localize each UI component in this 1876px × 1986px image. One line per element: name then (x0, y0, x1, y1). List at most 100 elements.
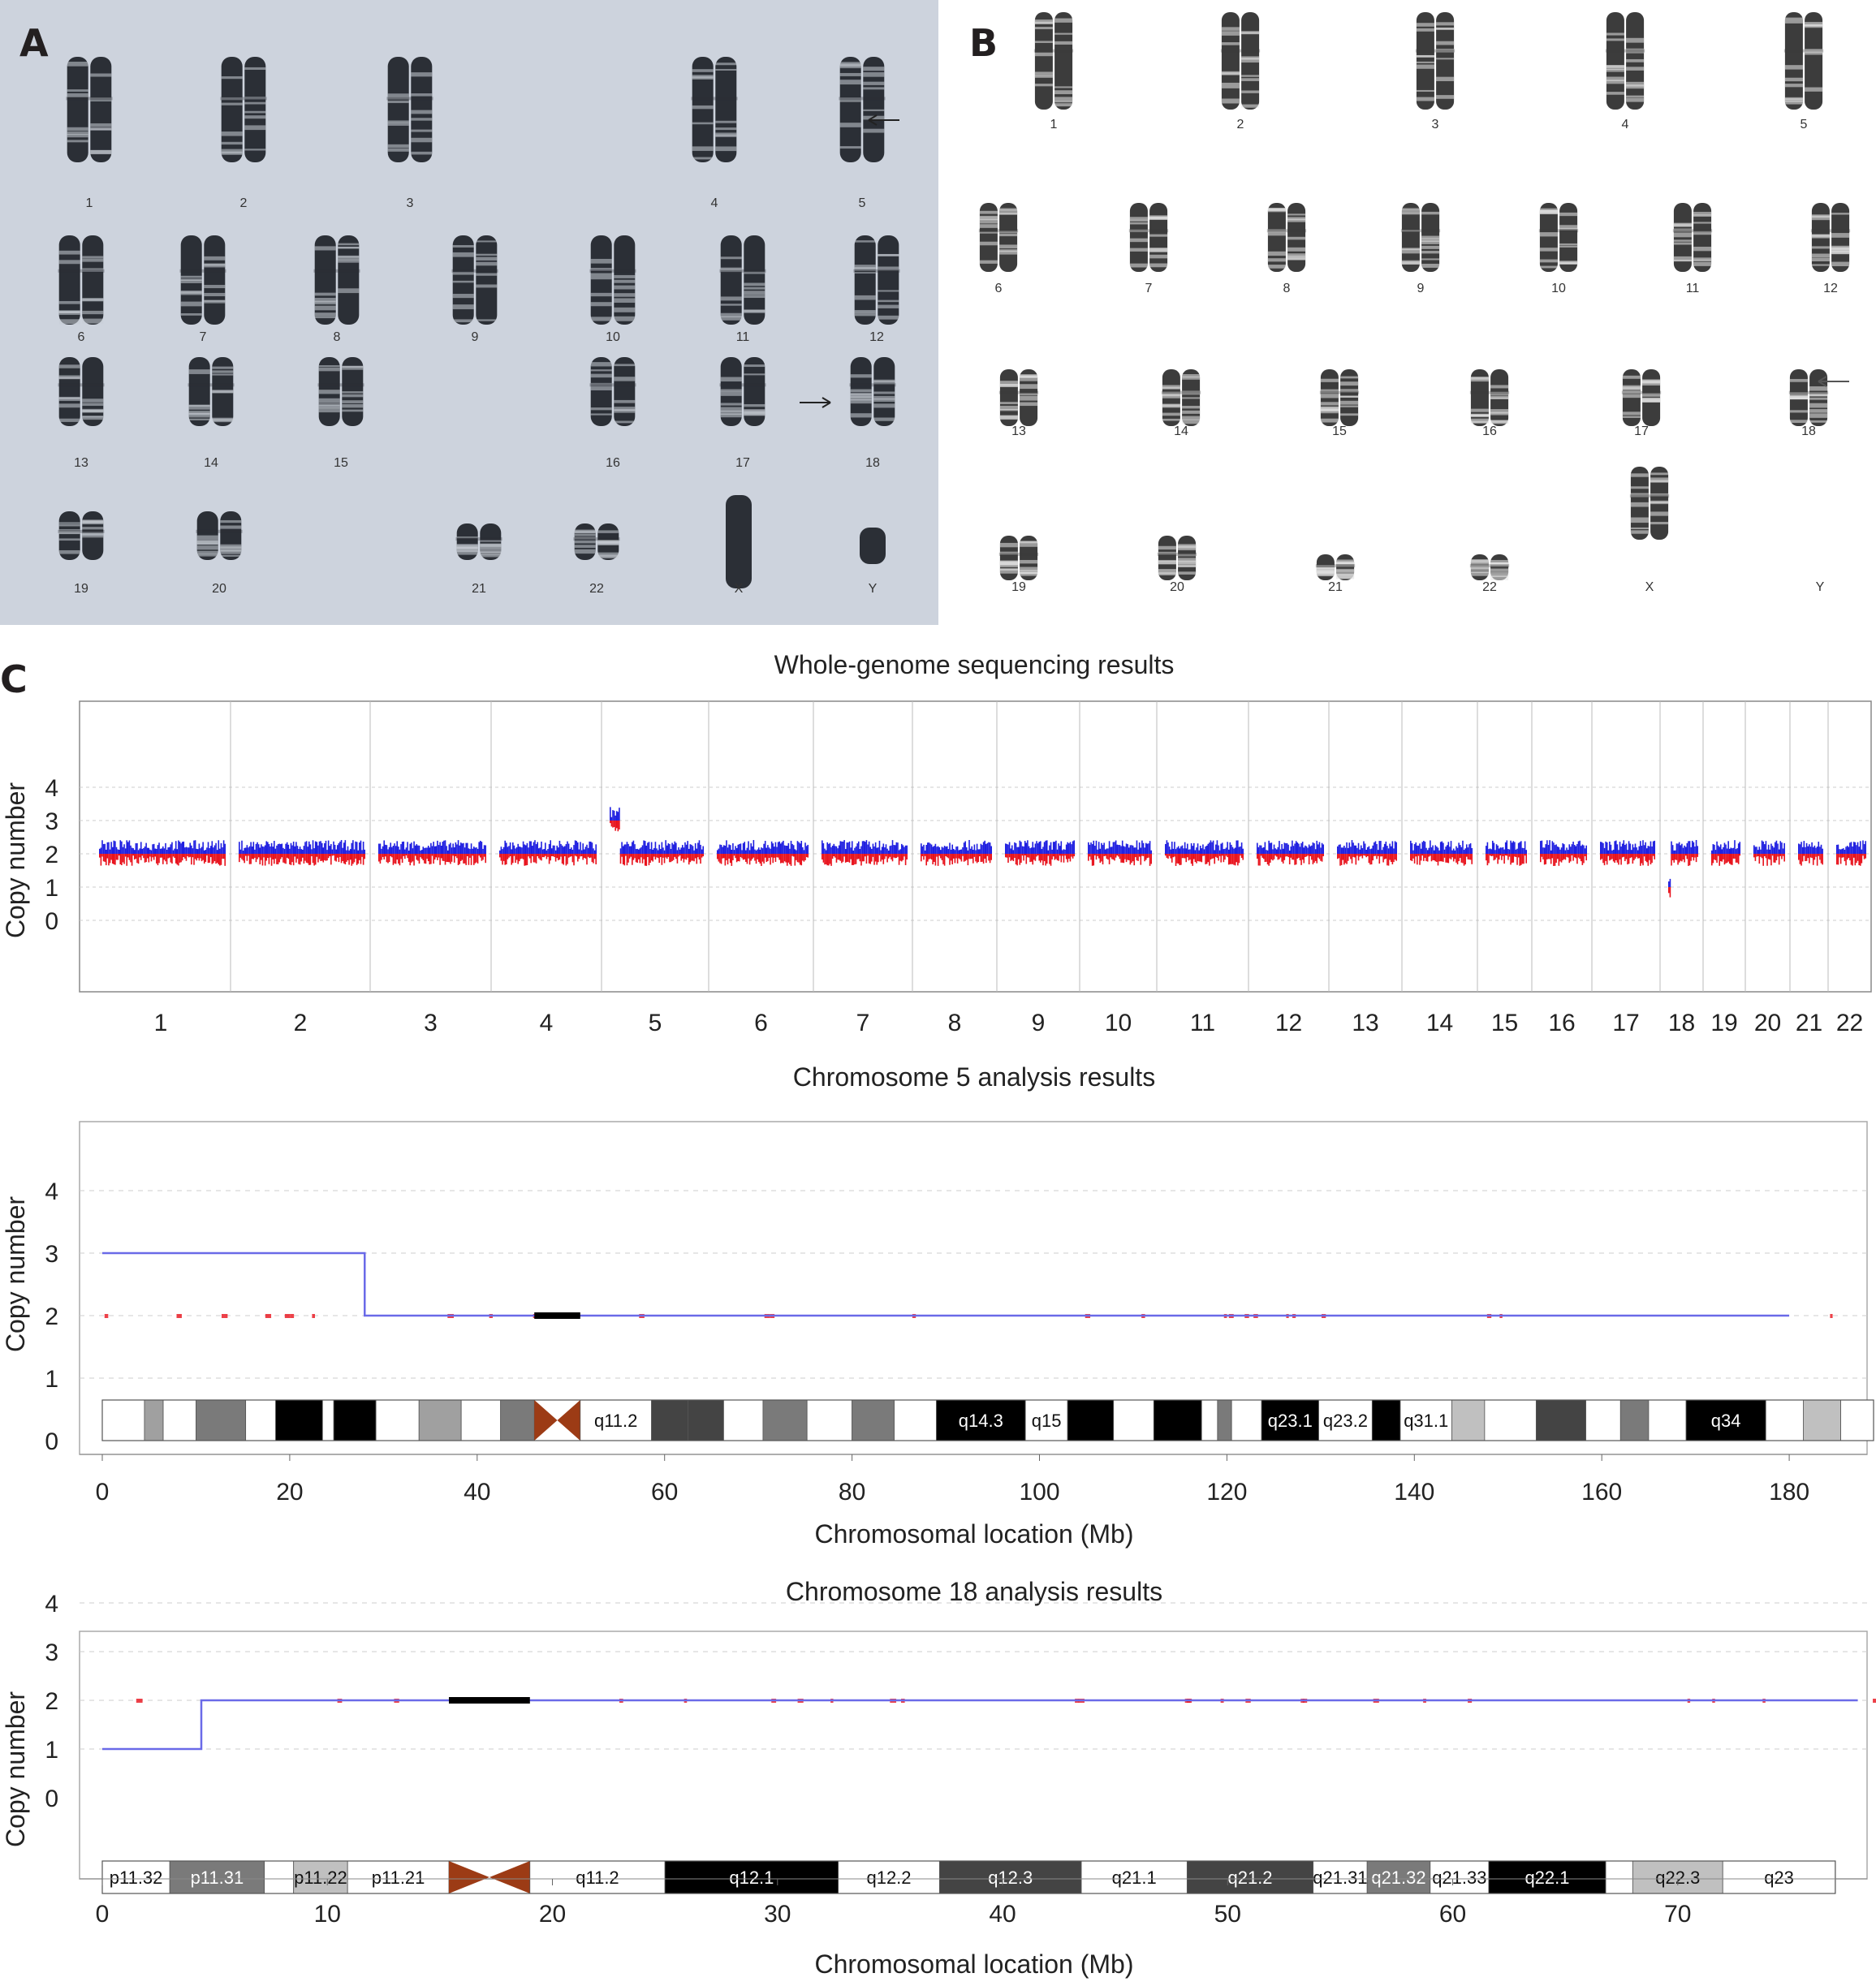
chromosome-band (1470, 571, 1489, 574)
chromatid (1034, 12, 1053, 110)
coverage-point-below (528, 854, 529, 857)
coverage-point-below (1355, 854, 1357, 865)
chromosome-band (82, 416, 104, 420)
coverage-point-above (1264, 842, 1266, 854)
chromosome-band (411, 129, 433, 132)
coverage-point-below (110, 854, 112, 860)
coverage-point-above (1417, 845, 1418, 854)
coverage-point-below (846, 854, 848, 862)
chromosome-band (67, 140, 88, 143)
coverage-point-above (1387, 846, 1388, 854)
coverage-point-above (882, 843, 885, 854)
coverage-point-below (1174, 854, 1175, 857)
coverage-point-above (158, 842, 160, 854)
coverage-point-below (904, 854, 907, 865)
coverage-point-above (902, 845, 904, 854)
chromosome-band (1693, 214, 1712, 218)
coverage-point-above (878, 847, 879, 854)
chromatid (476, 235, 498, 325)
coverage-point-above (934, 846, 935, 854)
coverage-point-above (322, 847, 325, 854)
coverage-point-below (1024, 854, 1026, 856)
coverage-point-below (263, 854, 265, 858)
coverage-point-above (194, 840, 196, 854)
ideogram-band-label: p11.32 (110, 1868, 163, 1888)
ideogram-band (1113, 1399, 1154, 1441)
chromosome-band (614, 407, 636, 411)
chromosome-band (1630, 519, 1649, 523)
chromosome-band (614, 285, 636, 290)
chromosome-band (839, 97, 861, 102)
coverage-point-above (767, 845, 769, 854)
coverage-point-above (205, 850, 207, 854)
coverage-point-below (1273, 854, 1275, 859)
coverage-point-below (791, 854, 793, 856)
coverage-point-above (763, 843, 765, 854)
chromosome-band (1401, 212, 1420, 215)
coverage-point-above (1777, 843, 1779, 854)
coverage-point-below (1294, 854, 1296, 865)
coverage-point-above (1093, 840, 1095, 854)
coverage-point-below (524, 854, 525, 866)
coverage-point-below (396, 854, 399, 860)
coverage-point-above (692, 846, 694, 854)
coverage-point-above (1145, 842, 1147, 854)
chromosome-band (82, 534, 104, 538)
coverage-point-below (1237, 854, 1239, 866)
coverage-point-above (577, 842, 579, 854)
coverage-point-below (1469, 854, 1472, 860)
coverage-point-above (622, 846, 624, 854)
coverage-point-above (1456, 847, 1459, 854)
coverage-point-above (1312, 842, 1314, 854)
chromosome-band (1416, 23, 1434, 27)
coverage-point-above (641, 845, 644, 854)
coverage-point-above (426, 847, 428, 854)
ideogram-band-label: q31.1 (1404, 1411, 1448, 1431)
coverage-point-below (405, 854, 408, 856)
chromosome-band (1267, 208, 1286, 212)
centromere (1538, 229, 1579, 233)
chromosome-band (720, 391, 742, 396)
coverage-point-below (1227, 854, 1228, 858)
coverage-point-below (1279, 854, 1280, 859)
coverage-point-below (339, 854, 341, 857)
coverage-point-below (362, 854, 364, 865)
coverage-point-below (942, 854, 944, 864)
karyotype-banded-panel: 1 2 3 4 5 6 7 8 9 10 11 12 13 14 15 16 17 18 19 20 21 22 X Y B (950, 0, 1876, 625)
coverage-point-above (1767, 844, 1770, 854)
coverage-point-above (1101, 842, 1102, 854)
coverage-point-below (1490, 854, 1492, 856)
coverage-point-above (567, 843, 570, 854)
coverage-point-above (971, 846, 973, 854)
coverage-point-below (830, 854, 832, 866)
x-tick-label: 16 (1548, 1010, 1575, 1036)
coverage-point-below (209, 854, 210, 863)
coverage-point-above (1515, 849, 1517, 854)
y-tick-label: 0 (45, 908, 58, 935)
coverage-point-below (1723, 854, 1726, 865)
coverage-point-above (1020, 842, 1022, 854)
coverage-point-above (925, 844, 927, 854)
coverage-point-above (1223, 849, 1225, 854)
coverage-point-below (309, 854, 312, 865)
coverage-point-below (250, 854, 252, 864)
x-tick-label: 12 (1275, 1010, 1302, 1036)
chromosome-band (318, 403, 340, 407)
chromosome-band (1789, 420, 1808, 424)
coverage-point-below (1849, 854, 1851, 861)
coverage-point-above (1318, 842, 1321, 854)
coverage-point-below (1073, 854, 1076, 857)
chromosome-band (1416, 28, 1434, 32)
coverage-point-below (207, 854, 209, 864)
chromosome-band (1784, 17, 1803, 20)
chromosome-band (1054, 32, 1073, 35)
chromatid (614, 357, 636, 426)
chromosome-label: 22 (589, 582, 604, 596)
coverage-point-below (1376, 854, 1378, 859)
coverage-point-above (239, 849, 242, 854)
coverage-point-above (263, 847, 265, 854)
coverage-point-below (1443, 854, 1444, 862)
chromosome-band (180, 312, 202, 316)
coverage-point-above (934, 843, 937, 854)
coverage-point-below (251, 854, 253, 859)
